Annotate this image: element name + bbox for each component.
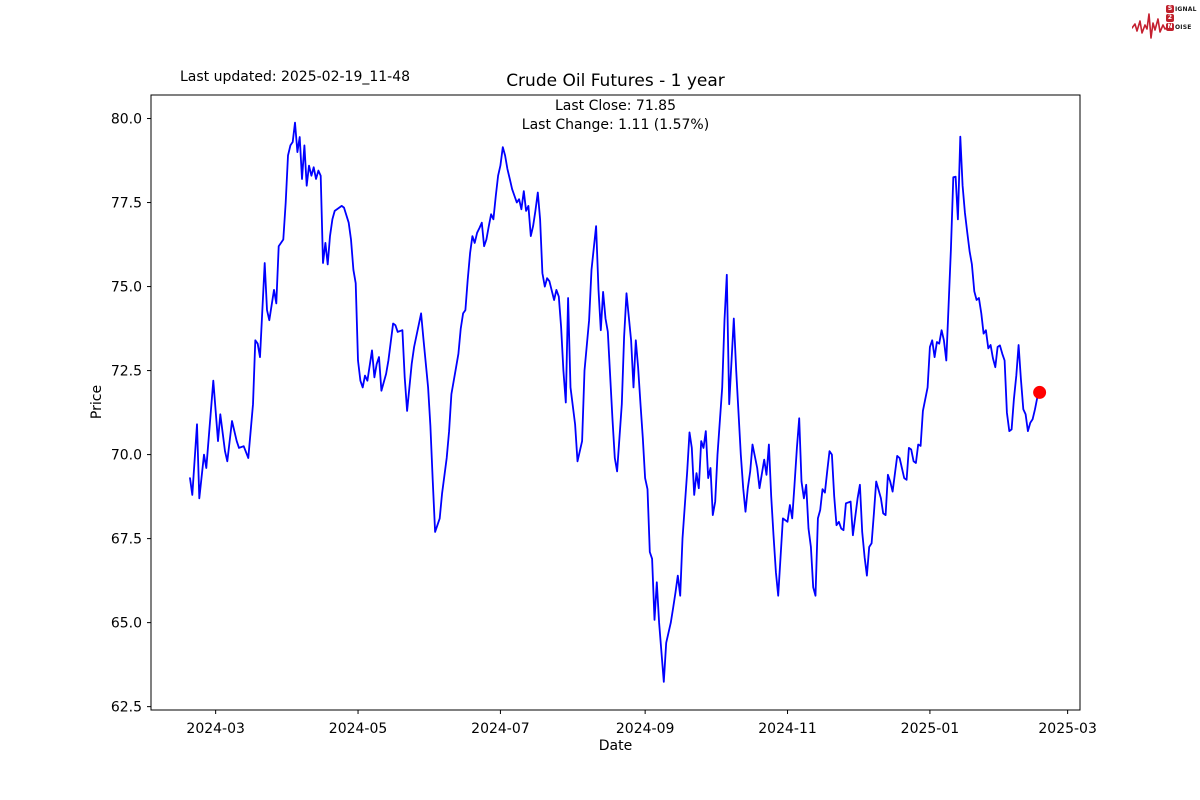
x-tick-label: 2024-05 [329,721,388,737]
y-tick-label: 80.0 [111,112,142,128]
logo-row-signal: S IGNAL [1166,5,1197,13]
axes-border [150,94,1081,711]
x-axis-label: Date [598,738,633,754]
logo-text: S IGNAL 2 N OISE [1166,5,1197,32]
chart-title: Crude Oil Futures - 1 year [506,71,725,91]
y-tick-label: 77.5 [111,196,142,212]
y-tick-label: 72.5 [111,364,142,380]
x-tick-label: 2024-11 [758,721,817,737]
logo-row-noise: N OISE [1166,23,1197,31]
last-updated-label: Last updated: 2025-02-19_11-48 [180,69,411,85]
y-tick-label: 67.5 [111,532,142,548]
signal2noise-logo: S IGNAL 2 N OISE [1132,2,1196,44]
price-line [189,121,1041,683]
y-tick-label: 75.0 [111,280,142,296]
logo-row-2: 2 [1166,14,1197,22]
ecg-waveform-icon [1132,13,1168,39]
x-tick-label: 2025-01 [901,721,960,737]
logo-badge-n: N [1166,23,1174,31]
last-price-marker [1033,385,1047,399]
x-tick-label: 2025-03 [1038,721,1097,737]
logo-rest-signal: IGNAL [1175,5,1197,13]
y-axis-label: Price [89,384,105,420]
x-tick-label: 2024-09 [616,721,675,737]
x-tick-label: 2024-03 [186,721,245,737]
y-tick-label: 62.5 [111,700,142,716]
y-tick-label: 70.0 [111,448,142,464]
logo-badge-2: 2 [1166,14,1174,22]
x-tick-label: 2024-07 [471,721,530,737]
logo-rest-noise: OISE [1175,23,1192,31]
logo-badge-s: S [1166,5,1174,13]
y-tick-label: 65.0 [111,616,142,632]
